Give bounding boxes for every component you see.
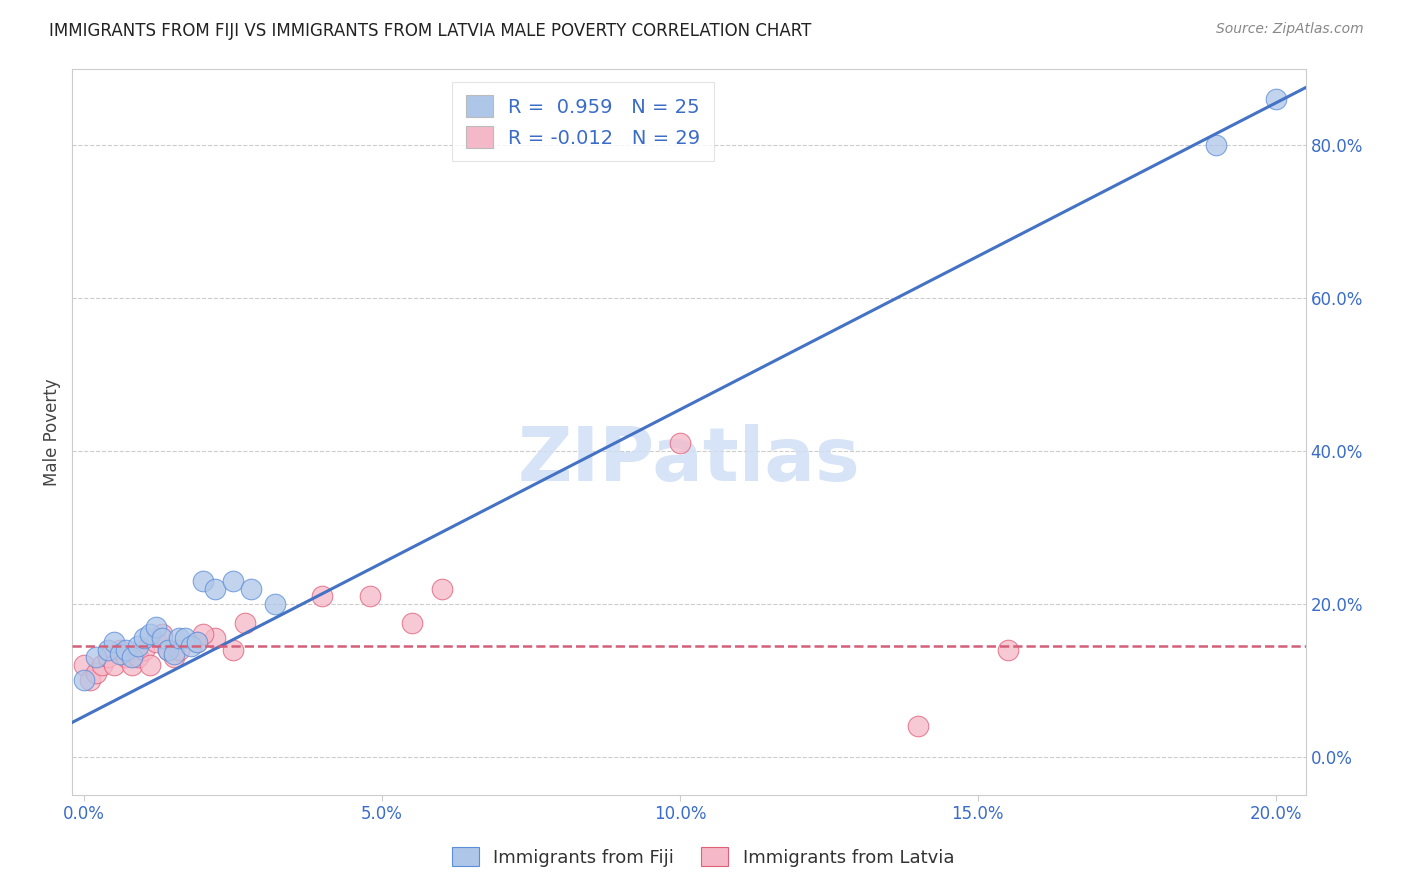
Point — [103, 635, 125, 649]
Point — [150, 632, 173, 646]
Point — [132, 632, 155, 646]
Point — [193, 574, 215, 588]
Point — [186, 635, 208, 649]
Point — [91, 658, 114, 673]
Point — [907, 719, 929, 733]
Point — [115, 642, 138, 657]
Point — [121, 658, 143, 673]
Point — [162, 650, 184, 665]
Y-axis label: Male Poverty: Male Poverty — [44, 378, 60, 485]
Point — [108, 647, 131, 661]
Point — [239, 582, 262, 596]
Point — [138, 627, 160, 641]
Point — [127, 639, 149, 653]
Point — [138, 658, 160, 673]
Point — [430, 582, 453, 596]
Legend: R =  0.959   N = 25, R = -0.012   N = 29: R = 0.959 N = 25, R = -0.012 N = 29 — [451, 82, 714, 161]
Point — [84, 665, 107, 680]
Point — [156, 642, 179, 657]
Point — [263, 597, 285, 611]
Point — [73, 673, 96, 688]
Point — [311, 589, 333, 603]
Point — [233, 615, 256, 630]
Point — [180, 639, 202, 653]
Point — [169, 642, 191, 657]
Point — [222, 574, 245, 588]
Point — [150, 627, 173, 641]
Text: IMMIGRANTS FROM FIJI VS IMMIGRANTS FROM LATVIA MALE POVERTY CORRELATION CHART: IMMIGRANTS FROM FIJI VS IMMIGRANTS FROM … — [49, 22, 811, 40]
Text: ZIPatlas: ZIPatlas — [517, 425, 860, 498]
Point — [127, 650, 149, 665]
Point — [1205, 138, 1227, 153]
Point — [97, 650, 120, 665]
Point — [132, 642, 155, 657]
Point — [97, 642, 120, 657]
Text: Source: ZipAtlas.com: Source: ZipAtlas.com — [1216, 22, 1364, 37]
Point — [1264, 92, 1286, 106]
Point — [115, 650, 138, 665]
Point — [193, 627, 215, 641]
Point — [997, 642, 1019, 657]
Point — [145, 620, 167, 634]
Point — [169, 632, 191, 646]
Point — [121, 650, 143, 665]
Legend: Immigrants from Fiji, Immigrants from Latvia: Immigrants from Fiji, Immigrants from La… — [444, 840, 962, 874]
Point — [669, 436, 692, 450]
Point — [186, 635, 208, 649]
Point — [204, 632, 226, 646]
Point — [108, 642, 131, 657]
Point — [79, 673, 101, 688]
Point — [359, 589, 381, 603]
Point — [162, 647, 184, 661]
Point — [73, 658, 96, 673]
Point — [84, 650, 107, 665]
Point — [156, 642, 179, 657]
Point — [174, 632, 197, 646]
Point — [222, 642, 245, 657]
Point — [145, 635, 167, 649]
Point — [103, 658, 125, 673]
Point — [204, 582, 226, 596]
Point — [401, 615, 423, 630]
